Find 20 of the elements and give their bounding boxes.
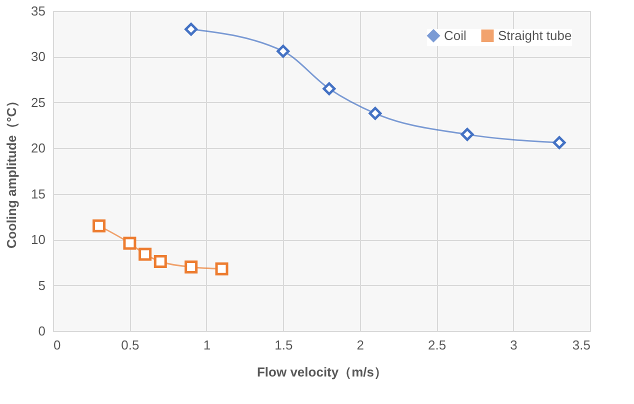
legend-label: Coil [444, 28, 467, 43]
y-tick-label: 20 [31, 140, 46, 156]
y-tick-label: 30 [31, 49, 46, 64]
legend-label: Straight tube [498, 28, 572, 43]
y-tick-label: 5 [38, 278, 46, 293]
y-tick-label: 25 [31, 94, 46, 110]
x-tick-label: 1 [203, 338, 211, 352]
x-tick-label: 0.5 [121, 338, 140, 352]
y-tick-label: 35 [31, 4, 46, 18]
y-tick-label: 15 [31, 186, 46, 202]
x-tick-label: 1.5 [274, 338, 293, 352]
y-axis-title: Cooling amplitude（°C） [4, 94, 20, 248]
y-tick-label: 10 [31, 232, 46, 248]
x-tick-label: 3 [510, 338, 518, 352]
x-tick-label: 2 [356, 338, 364, 352]
x-tick-label: 3.5 [572, 338, 590, 352]
y-tick-label: 0 [38, 324, 46, 338]
x-axis-title: Flow velocity（m/s） [256, 364, 388, 380]
x-tick-label: 2.5 [428, 338, 446, 352]
x-tick-label: 0 [54, 338, 61, 352]
